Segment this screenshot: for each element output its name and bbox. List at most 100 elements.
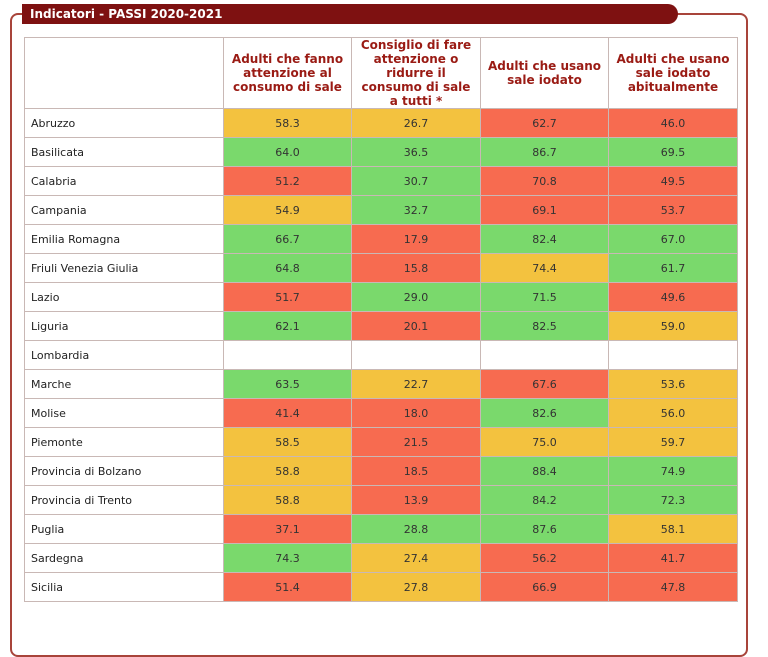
value-cell: 75.0 (480, 427, 609, 457)
table-row: Friuli Venezia Giulia 64.8 15.8 74.4 61.7 (24, 253, 738, 283)
region-cell: Lazio (24, 282, 224, 312)
value-cell: 37.1 (223, 514, 352, 544)
value-cell: 18.0 (351, 398, 481, 428)
column-header: Adulti che usano sale iodato (480, 37, 609, 109)
table-row: Calabria 51.2 30.7 70.8 49.5 (24, 166, 738, 196)
value-cell: 58.8 (223, 456, 352, 486)
value-cell: 17.9 (351, 224, 481, 254)
table-row: Basilicata 64.0 36.5 86.7 69.5 (24, 137, 738, 167)
value-cell: 56.2 (480, 543, 609, 573)
region-cell: Lombardia (24, 340, 224, 370)
region-cell: Sicilia (24, 572, 224, 602)
region-cell: Provincia di Bolzano (24, 456, 224, 486)
region-cell: Friuli Venezia Giulia (24, 253, 224, 283)
value-cell: 84.2 (480, 485, 609, 515)
value-cell: 28.8 (351, 514, 481, 544)
table-row: Lazio 51.7 29.0 71.5 49.6 (24, 282, 738, 312)
table-row: Sicilia 51.4 27.8 66.9 47.8 (24, 572, 738, 602)
value-cell: 59.0 (608, 311, 738, 341)
table-row: Sardegna 74.3 27.4 56.2 41.7 (24, 543, 738, 573)
value-cell: 56.0 (608, 398, 738, 428)
value-cell (351, 340, 481, 370)
value-cell: 71.5 (480, 282, 609, 312)
value-cell: 70.8 (480, 166, 609, 196)
value-cell: 58.5 (223, 427, 352, 457)
value-cell: 18.5 (351, 456, 481, 486)
value-cell: 15.8 (351, 253, 481, 283)
value-cell: 20.1 (351, 311, 481, 341)
value-cell: 46.0 (608, 108, 738, 138)
table-row: Provincia di Bolzano 58.8 18.5 88.4 74.9 (24, 456, 738, 486)
table-row: Emilia Romagna 66.7 17.9 82.4 67.0 (24, 224, 738, 254)
value-cell: 58.1 (608, 514, 738, 544)
region-cell: Abruzzo (24, 108, 224, 138)
table-row: Molise 41.4 18.0 82.6 56.0 (24, 398, 738, 428)
region-cell: Molise (24, 398, 224, 428)
value-cell: 13.9 (351, 485, 481, 515)
page: Indicatori - PASSI 2020-2021 Adulti che … (10, 4, 748, 657)
value-cell: 51.7 (223, 282, 352, 312)
region-cell: Puglia (24, 514, 224, 544)
table-row: Provincia di Trento 58.8 13.9 84.2 72.3 (24, 485, 738, 515)
header-blank (24, 37, 224, 109)
column-header: Adulti che fanno attenzione al consumo d… (223, 37, 352, 109)
value-cell: 27.4 (351, 543, 481, 573)
value-cell: 72.3 (608, 485, 738, 515)
value-cell: 88.4 (480, 456, 609, 486)
value-cell: 41.7 (608, 543, 738, 573)
value-cell: 53.7 (608, 195, 738, 225)
value-cell: 22.7 (351, 369, 481, 399)
value-cell: 21.5 (351, 427, 481, 457)
value-cell: 74.3 (223, 543, 352, 573)
region-cell: Sardegna (24, 543, 224, 573)
value-cell: 64.0 (223, 137, 352, 167)
value-cell (608, 340, 738, 370)
value-cell: 36.5 (351, 137, 481, 167)
value-cell: 47.8 (608, 572, 738, 602)
value-cell (223, 340, 352, 370)
value-cell: 67.6 (480, 369, 609, 399)
value-cell: 87.6 (480, 514, 609, 544)
value-cell: 29.0 (351, 282, 481, 312)
value-cell: 69.1 (480, 195, 609, 225)
table-row: Liguria 62.1 20.1 82.5 59.0 (24, 311, 738, 341)
value-cell: 54.9 (223, 195, 352, 225)
value-cell: 86.7 (480, 137, 609, 167)
value-cell: 66.7 (223, 224, 352, 254)
value-cell: 61.7 (608, 253, 738, 283)
table-row: Piemonte 58.5 21.5 75.0 59.7 (24, 427, 738, 457)
region-cell: Basilicata (24, 137, 224, 167)
table-row: Puglia 37.1 28.8 87.6 58.1 (24, 514, 738, 544)
header-row: Adulti che fanno attenzione al consumo d… (24, 37, 738, 109)
value-cell: 74.4 (480, 253, 609, 283)
value-cell: 58.8 (223, 485, 352, 515)
region-cell: Emilia Romagna (24, 224, 224, 254)
value-cell: 64.8 (223, 253, 352, 283)
column-header: Consiglio di fare attenzione o ridurre i… (351, 37, 481, 109)
value-cell: 32.7 (351, 195, 481, 225)
table-row: Lombardia (24, 340, 738, 370)
value-cell: 49.6 (608, 282, 738, 312)
value-cell: 49.5 (608, 166, 738, 196)
region-cell: Campania (24, 195, 224, 225)
table-row: Abruzzo 58.3 26.7 62.7 46.0 (24, 108, 738, 138)
value-cell: 58.3 (223, 108, 352, 138)
value-cell: 51.4 (223, 572, 352, 602)
table-row: Marche 63.5 22.7 67.6 53.6 (24, 369, 738, 399)
region-cell: Calabria (24, 166, 224, 196)
value-cell: 30.7 (351, 166, 481, 196)
value-cell: 66.9 (480, 572, 609, 602)
value-cell: 82.6 (480, 398, 609, 428)
value-cell: 62.1 (223, 311, 352, 341)
value-cell: 82.4 (480, 224, 609, 254)
value-cell (480, 340, 609, 370)
indicator-table: Adulti che fanno attenzione al consumo d… (24, 37, 738, 602)
value-cell: 74.9 (608, 456, 738, 486)
value-cell: 27.8 (351, 572, 481, 602)
value-cell: 53.6 (608, 369, 738, 399)
region-cell: Piemonte (24, 427, 224, 457)
table-row: Campania 54.9 32.7 69.1 53.7 (24, 195, 738, 225)
value-cell: 62.7 (480, 108, 609, 138)
region-cell: Provincia di Trento (24, 485, 224, 515)
region-cell: Marche (24, 369, 224, 399)
